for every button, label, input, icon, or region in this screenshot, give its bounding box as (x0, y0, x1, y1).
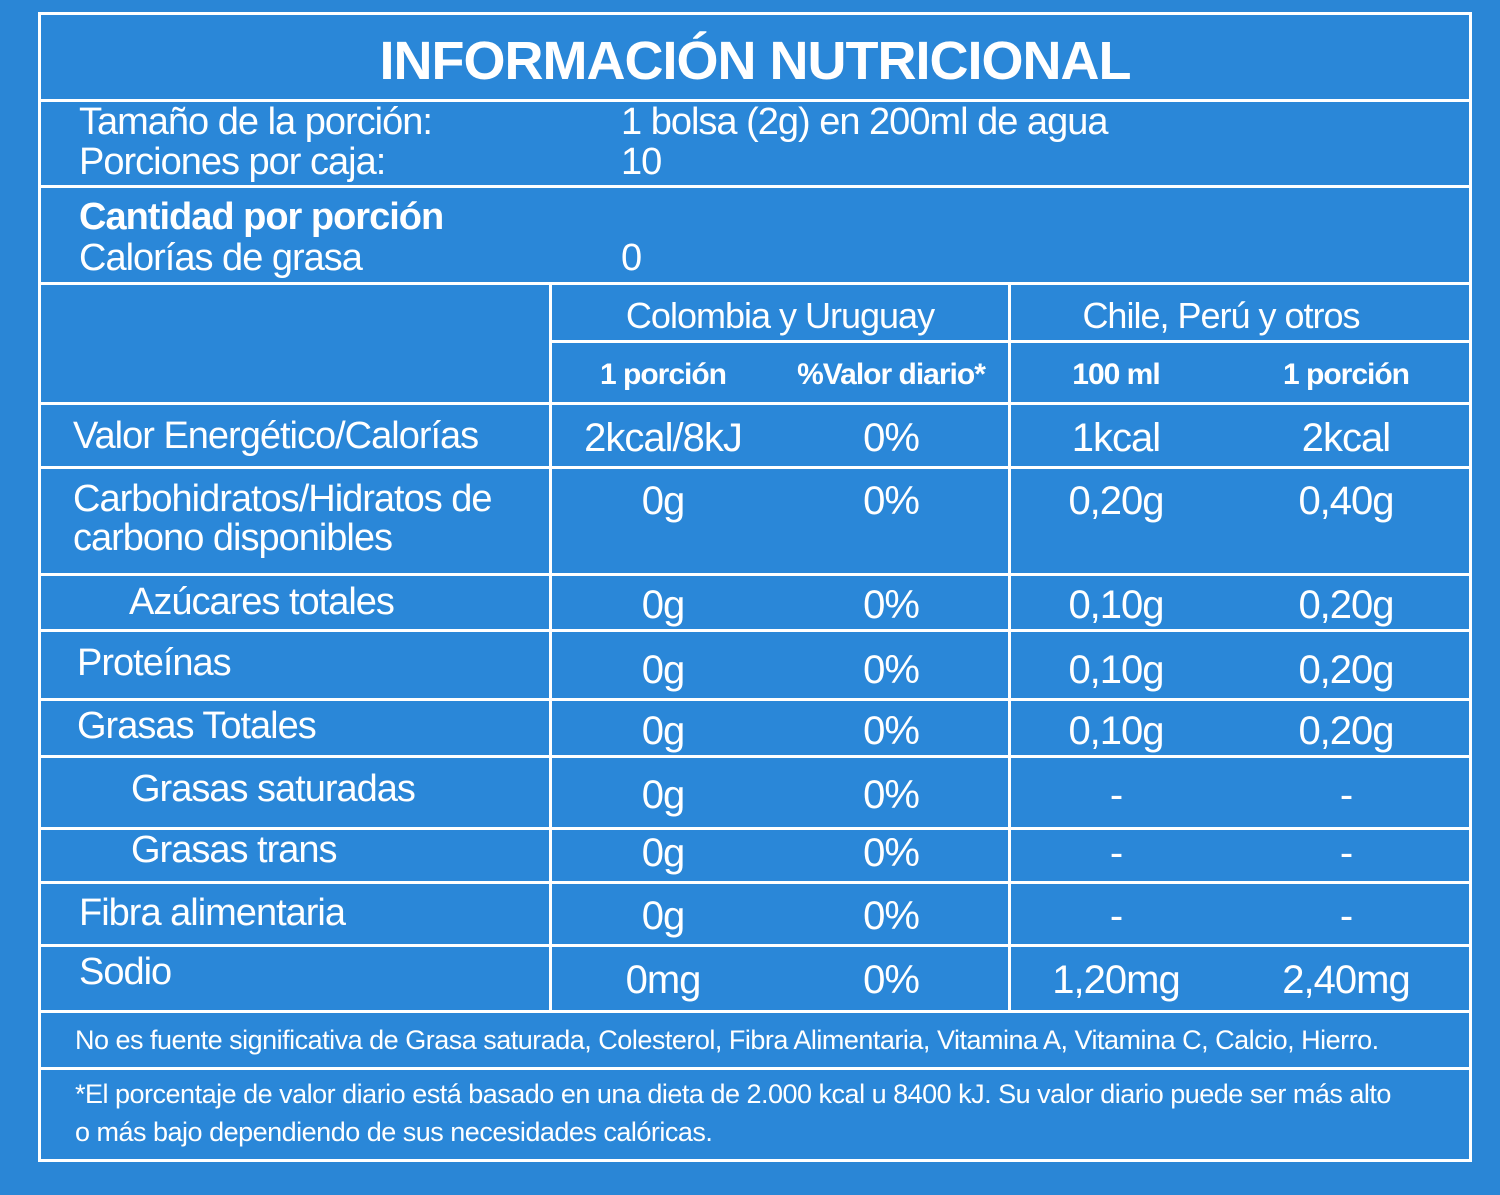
column-header: 100 ml (1072, 358, 1160, 391)
fat-calories-value: 0 (621, 237, 642, 279)
nutrient-value: 0% (863, 479, 920, 523)
group-header-chile-peru: Chile, Perú y otros (1082, 295, 1360, 336)
nutrient-value: - (1339, 894, 1353, 938)
nutrient-value: - (1109, 773, 1123, 817)
nutrient-label: Proteínas (77, 642, 232, 684)
nutrient-value: 0g (641, 831, 686, 875)
nutrient-label: Grasas Totales (77, 705, 317, 747)
divider (41, 99, 1469, 102)
divider (41, 573, 1469, 576)
divider (41, 944, 1469, 947)
group-header-colombia-uruguay: Colombia y Uruguay (625, 295, 935, 336)
nutrient-value: 2kcal/8kJ (584, 416, 743, 460)
nutrient-value: - (1339, 773, 1353, 817)
nutrient-value: 0% (863, 709, 920, 753)
column-header: 1 porción (1282, 358, 1410, 391)
nutrient-value: 0g (641, 773, 686, 817)
nutrient-value: 1kcal (1071, 416, 1161, 460)
nutrient-label: Grasas trans (131, 829, 338, 871)
nutrient-label: Sodio (79, 951, 172, 993)
nutrient-value: 0,10g (1068, 709, 1164, 753)
nutrient-value: 0% (863, 416, 920, 460)
nutrient-value: 2kcal (1301, 416, 1391, 460)
nutrient-value: 0,10g (1068, 648, 1164, 692)
column-divider (1008, 282, 1011, 1010)
amount-heading: Cantidad por porción (79, 196, 444, 238)
nutrient-value: 0% (863, 648, 920, 692)
nutrient-value: 0g (641, 648, 686, 692)
divider (41, 755, 1469, 758)
nutrient-value: 0,20g (1298, 583, 1394, 627)
nutrient-value: 0g (641, 583, 686, 627)
nutrient-label-line2: carbono disponibles (73, 517, 393, 559)
divider (41, 1010, 1469, 1013)
nutrient-label: Carbohidratos/Hidratos de (73, 478, 493, 520)
nutrient-value: 0% (863, 894, 920, 938)
footnote-nonsignificant: No es fuente significativa de Grasa satu… (75, 1025, 1379, 1055)
nutrient-value: 0,20g (1298, 709, 1394, 753)
serving-size-value: 1 bolsa (2g) en 200ml de agua (621, 101, 1108, 143)
divider (41, 466, 1469, 469)
divider (41, 1067, 1469, 1070)
divider (41, 402, 1469, 405)
nutrient-label: Azúcares totales (129, 581, 395, 623)
divider (41, 881, 1469, 884)
page-title: INFORMACIÓN NUTRICIONAL (379, 31, 1132, 91)
nutrient-value: - (1109, 831, 1123, 875)
nutrient-value: 0g (641, 709, 686, 753)
column-header: %Valor diario* (797, 358, 986, 391)
nutrient-value: 0g (641, 479, 686, 523)
divider (41, 827, 1469, 830)
divider (41, 698, 1469, 701)
nutrient-value: - (1339, 831, 1353, 875)
footnote-daily-value-line1: *El porcentaje de valor diario está basa… (75, 1079, 1391, 1109)
serving-size-label: Tamaño de la porción: (79, 101, 433, 143)
nutrient-value: - (1109, 894, 1123, 938)
divider (41, 629, 1469, 632)
nutrient-value: 0,10g (1068, 583, 1164, 627)
nutrient-value: 0% (863, 831, 920, 875)
nutrient-label: Grasas saturadas (131, 768, 416, 810)
servings-per-box-value: 10 (621, 141, 662, 183)
nutrient-value: 0,20g (1298, 648, 1394, 692)
nutrient-value: 0% (863, 773, 920, 817)
nutrient-value: 0,20g (1068, 479, 1164, 523)
nutrient-value: 2,40mg (1282, 958, 1410, 1002)
nutrient-value: 0% (863, 583, 920, 627)
column-divider (549, 282, 552, 1010)
fat-calories-label: Calorías de grasa (79, 237, 363, 279)
nutrient-value: 1,20mg (1052, 958, 1180, 1002)
nutrient-label: Valor Energético/Calorías (73, 415, 479, 457)
nutrient-value: 0mg (625, 958, 702, 1002)
column-header: 1 porción (599, 358, 727, 391)
footnote-daily-value-line2: o más bajo dependiendo de sus necesidade… (75, 1117, 713, 1147)
divider (549, 340, 1469, 343)
nutrient-value: 0,40g (1298, 479, 1394, 523)
divider (41, 282, 1469, 285)
nutrient-label: Fibra alimentaria (79, 892, 346, 934)
nutrient-value: 0% (863, 958, 920, 1002)
divider (41, 185, 1469, 188)
servings-per-box-label: Porciones por caja: (79, 141, 386, 183)
nutrition-facts-panel: INFORMACIÓN NUTRICIONAL Tamaño de la por… (38, 12, 1472, 1162)
nutrient-value: 0g (641, 894, 686, 938)
